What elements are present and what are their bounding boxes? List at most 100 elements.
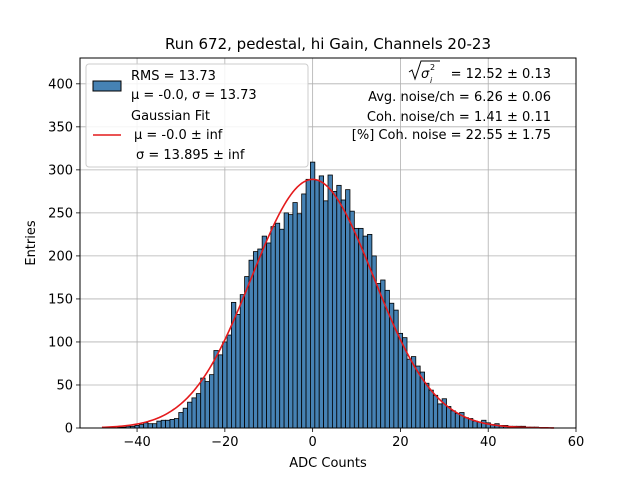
histogram-bar <box>353 227 360 429</box>
histogram-bar <box>296 213 303 429</box>
histogram-bar <box>261 235 267 429</box>
annotation-sigma-sub: i <box>430 76 433 85</box>
x-tick-label: −40 <box>123 435 150 450</box>
legend-fit-line1: Gaussian Fit <box>131 109 210 124</box>
y-tick-label: 400 <box>48 77 73 92</box>
legend-histogram-swatch <box>92 80 122 92</box>
histogram-bar <box>292 202 298 429</box>
histogram-bar <box>437 403 443 429</box>
histogram-bar <box>288 214 294 429</box>
histogram-bar <box>336 184 342 429</box>
histogram-bar <box>244 276 250 429</box>
histogram-bar <box>169 418 175 429</box>
histogram-bar <box>257 248 263 429</box>
sqrt-radical <box>408 60 440 81</box>
histogram-bar <box>397 332 404 429</box>
histogram-bar <box>463 417 469 429</box>
histogram-bar <box>222 341 228 429</box>
histogram-bar <box>156 420 162 429</box>
histogram-bar <box>200 377 206 429</box>
histogram-bar <box>274 222 281 429</box>
histogram-bar <box>314 179 320 429</box>
legend-histogram-line1: RMS = 13.73 <box>131 69 216 84</box>
histogram-bar <box>235 314 241 429</box>
legend-box <box>85 63 309 168</box>
histogram-bar <box>450 410 456 429</box>
histogram-bar <box>182 407 188 429</box>
fit-line <box>101 178 555 429</box>
y-axis-ticks: 0 50 100 150 200 250 300 350 400 <box>48 77 80 437</box>
histogram-bar <box>472 420 478 429</box>
annotation-sigma-value: = 12.52 ± 0.13 <box>451 67 551 82</box>
histogram-bar <box>428 389 434 429</box>
y-tick-label: 150 <box>48 292 73 307</box>
histogram-bar <box>138 424 145 429</box>
y-tick-label: 350 <box>48 120 73 135</box>
x-tick-label: 20 <box>392 435 409 450</box>
annotation-avg-noise: Avg. noise/ch = 6.26 ± 0.06 <box>368 90 551 105</box>
histogram-bar <box>340 199 346 429</box>
x-tick-label: −20 <box>211 435 238 450</box>
y-tick-label: 200 <box>48 249 73 264</box>
histogram-bar <box>213 350 219 429</box>
x-tick-label: 40 <box>480 435 497 450</box>
histogram-bar <box>327 174 333 429</box>
annotation-coh-noise: Coh. noise/ch = 1.41 ± 0.11 <box>367 110 551 125</box>
histogram-bar <box>331 190 338 429</box>
annotation-sigma-sup: 2 <box>430 63 435 72</box>
histogram-bar <box>446 406 452 429</box>
annotation-sigma-symbol: σ <box>421 67 430 82</box>
histogram-bar <box>173 418 180 429</box>
histogram-bar <box>178 412 184 429</box>
histogram-bar <box>362 235 368 429</box>
histogram-bar <box>349 210 355 429</box>
histogram-bar <box>152 423 158 429</box>
chart-title: Run 672, pedestal, hi Gain, Channels 20-… <box>165 35 491 53</box>
y-tick-label: 300 <box>48 163 73 178</box>
histogram-bar <box>301 193 307 429</box>
histogram-bar <box>195 393 202 429</box>
y-tick-label: 250 <box>48 206 73 221</box>
histogram-bar <box>209 374 215 429</box>
x-axis-label: ADC Counts <box>289 456 367 471</box>
plot-frame <box>79 57 577 429</box>
histogram-bar <box>323 200 329 429</box>
y-tick-label: 50 <box>56 378 73 393</box>
gaussian-fit-curve <box>101 178 555 429</box>
histogram-bar <box>345 189 351 429</box>
x-tick-label: 0 <box>308 435 316 450</box>
histogram-bar <box>310 161 316 429</box>
noise-annotations: σ i 2 = 12.52 ± 0.13 Avg. noise/ch = 6.2… <box>352 60 551 143</box>
histogram-bar <box>283 212 289 429</box>
histogram-bar <box>160 419 166 429</box>
y-tick-label: 0 <box>65 422 73 437</box>
histogram-bar <box>424 382 430 429</box>
annotation-coh-percent: [%] Coh. noise = 22.55 ± 1.75 <box>352 128 551 143</box>
histogram-bar <box>358 227 364 429</box>
histogram-bar <box>204 381 210 429</box>
y-axis-label: Entries <box>24 220 39 266</box>
histogram-bar <box>305 178 311 429</box>
histogram-bar <box>279 228 285 429</box>
x-axis-ticks: −40 −20 0 20 40 60 <box>123 428 584 450</box>
histogram-bar <box>454 412 461 429</box>
histogram-bar <box>226 334 232 429</box>
x-tick-label: 60 <box>568 435 585 450</box>
histogram-bar <box>270 226 276 429</box>
legend: RMS = 13.73 μ = -0.0, σ = 13.73 Gaussian… <box>85 63 309 168</box>
histogram-bar <box>406 358 412 429</box>
histogram-bar <box>147 423 153 429</box>
y-tick-label: 100 <box>48 335 73 350</box>
histogram-bar <box>143 422 149 429</box>
legend-histogram-line2: μ = -0.0, σ = 13.73 <box>131 88 257 103</box>
histogram-bar <box>252 251 259 429</box>
histogram-bar <box>375 283 382 429</box>
histogram-bar <box>266 242 272 429</box>
histogram-bar <box>217 354 224 429</box>
legend-fit-line2: μ = -0.0 ± inf <box>134 128 223 143</box>
histogram-bar <box>239 294 246 429</box>
histogram-bar <box>248 259 254 429</box>
histogram-bar <box>187 401 193 429</box>
histogram-bar <box>165 419 171 429</box>
